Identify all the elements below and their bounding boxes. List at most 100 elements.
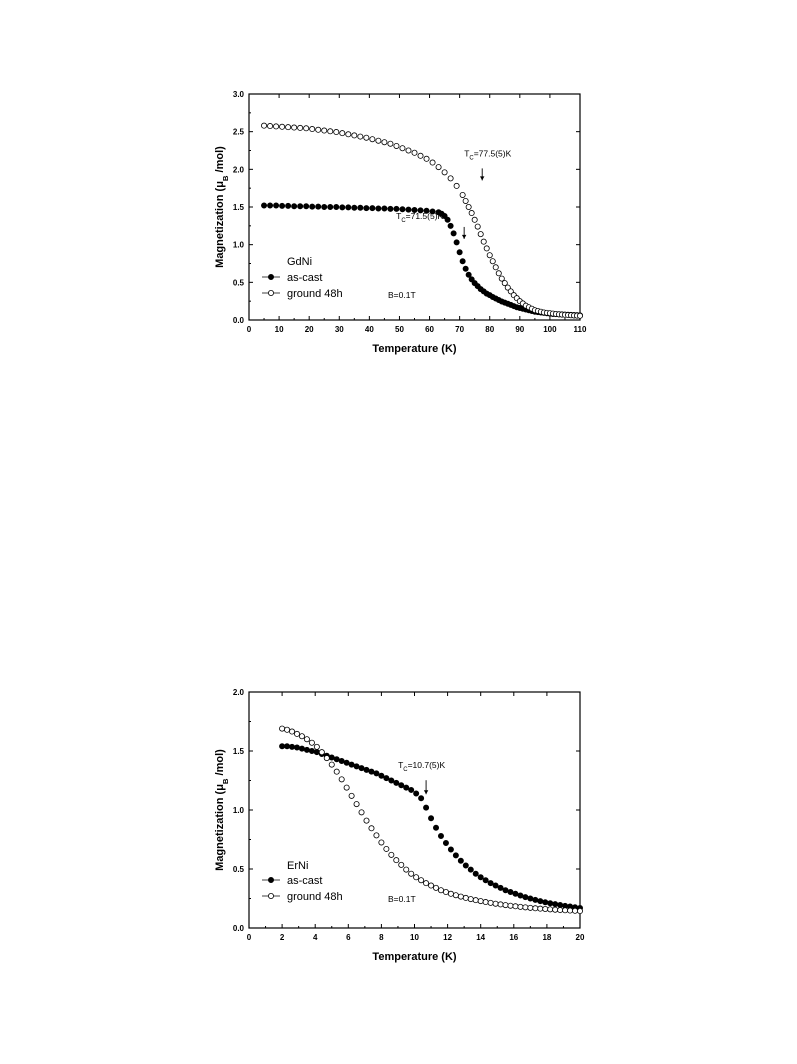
data-point — [447, 846, 454, 853]
data-point — [471, 216, 478, 223]
tc-label: TC=71.5(5)K — [396, 211, 443, 224]
data-point — [428, 815, 435, 822]
tc-label: TC=77.5(5)K — [464, 148, 511, 161]
data-point — [542, 906, 549, 913]
data-point — [368, 768, 375, 775]
data-point — [522, 894, 529, 901]
legend-label: ground 48h — [287, 891, 343, 903]
data-point — [452, 892, 459, 899]
data-point — [501, 280, 508, 287]
y-tick-label: 0.0 — [233, 316, 245, 325]
data-point — [267, 202, 274, 209]
data-point — [273, 202, 280, 209]
data-point — [321, 203, 328, 210]
data-point — [498, 275, 505, 282]
data-point — [450, 230, 457, 237]
data-point — [502, 887, 509, 894]
data-point — [487, 880, 494, 887]
data-point — [495, 270, 502, 277]
tc-annotation: TC=71.5(5)K — [396, 211, 467, 239]
data-point — [537, 905, 544, 912]
data-point — [298, 745, 305, 752]
data-point — [457, 857, 464, 864]
data-point — [492, 264, 499, 271]
x-tick-label: 12 — [443, 933, 452, 942]
legend-marker — [267, 877, 274, 884]
x-tick-label: 80 — [485, 325, 494, 334]
data-point — [413, 790, 420, 797]
data-point — [408, 786, 415, 793]
data-point — [537, 898, 544, 905]
x-tick-label: 40 — [365, 325, 374, 334]
data-point — [348, 761, 355, 768]
x-axis-title: Temperature (K) — [372, 343, 456, 355]
data-point — [353, 801, 360, 808]
data-point — [298, 733, 305, 740]
data-point — [279, 725, 286, 732]
data-point — [428, 882, 435, 889]
data-point — [417, 207, 424, 214]
tc-annotation: TC=77.5(5)K — [464, 148, 512, 181]
erni-plot: 0 2 4 6 8 10 12 14 16 18 20 0.0 0.5 1.0 1.5 2.0 Temperat… — [214, 688, 585, 963]
data-point — [465, 203, 472, 210]
data-point — [297, 124, 304, 131]
x-tick-label: 8 — [379, 933, 384, 942]
data-point — [453, 239, 460, 246]
data-point — [381, 139, 388, 146]
y-tick-label: 2.0 — [233, 165, 245, 174]
data-point — [315, 203, 322, 210]
data-point — [261, 122, 268, 129]
data-point — [373, 832, 380, 839]
data-point — [388, 851, 395, 858]
data-point — [444, 216, 451, 223]
data-point — [383, 775, 390, 782]
y-tick-label: 3.0 — [233, 90, 245, 99]
data-point — [413, 874, 420, 881]
data-point — [502, 902, 509, 909]
data-point — [338, 758, 345, 765]
legend: GdNi as-cast ground 48h — [262, 256, 343, 300]
data-point — [373, 770, 380, 777]
data-point — [474, 223, 481, 230]
data-point — [442, 840, 449, 847]
data-point — [492, 900, 499, 907]
data-point — [447, 222, 454, 229]
data-point — [321, 127, 328, 134]
data-point — [363, 817, 370, 824]
data-point — [482, 877, 489, 884]
data-point — [527, 904, 534, 911]
y-tick-label: 0.0 — [233, 924, 245, 933]
series-ground-48h — [261, 122, 584, 319]
data-point — [433, 884, 440, 891]
data-point — [309, 126, 316, 133]
data-point — [303, 203, 310, 210]
data-point — [512, 903, 519, 910]
legend-label: as-cast — [287, 875, 322, 887]
data-point — [387, 140, 394, 147]
data-point — [408, 870, 415, 877]
data-point — [557, 907, 564, 914]
tc-label: TC=10.7(5)K — [398, 760, 445, 773]
data-point — [313, 743, 320, 750]
data-point — [442, 889, 449, 896]
data-point — [429, 208, 436, 215]
x-tick-label: 110 — [574, 325, 587, 334]
data-point — [522, 904, 529, 911]
data-point — [289, 743, 296, 750]
data-point — [308, 748, 315, 755]
data-point — [405, 147, 412, 154]
data-point — [303, 746, 310, 753]
y-tick-label: 1.5 — [233, 203, 245, 212]
data-point — [441, 169, 448, 176]
data-point — [393, 857, 400, 864]
x-tick-label: 16 — [509, 933, 518, 942]
tc-arrow-head — [480, 176, 485, 181]
tc-arrow-head — [423, 790, 429, 795]
y-tick-label: 1.5 — [233, 747, 245, 756]
data-point — [393, 779, 400, 786]
x-tick-label: 60 — [425, 325, 434, 334]
data-point — [507, 902, 514, 909]
data-point — [393, 205, 400, 212]
data-point — [284, 743, 291, 750]
data-point — [338, 776, 345, 783]
